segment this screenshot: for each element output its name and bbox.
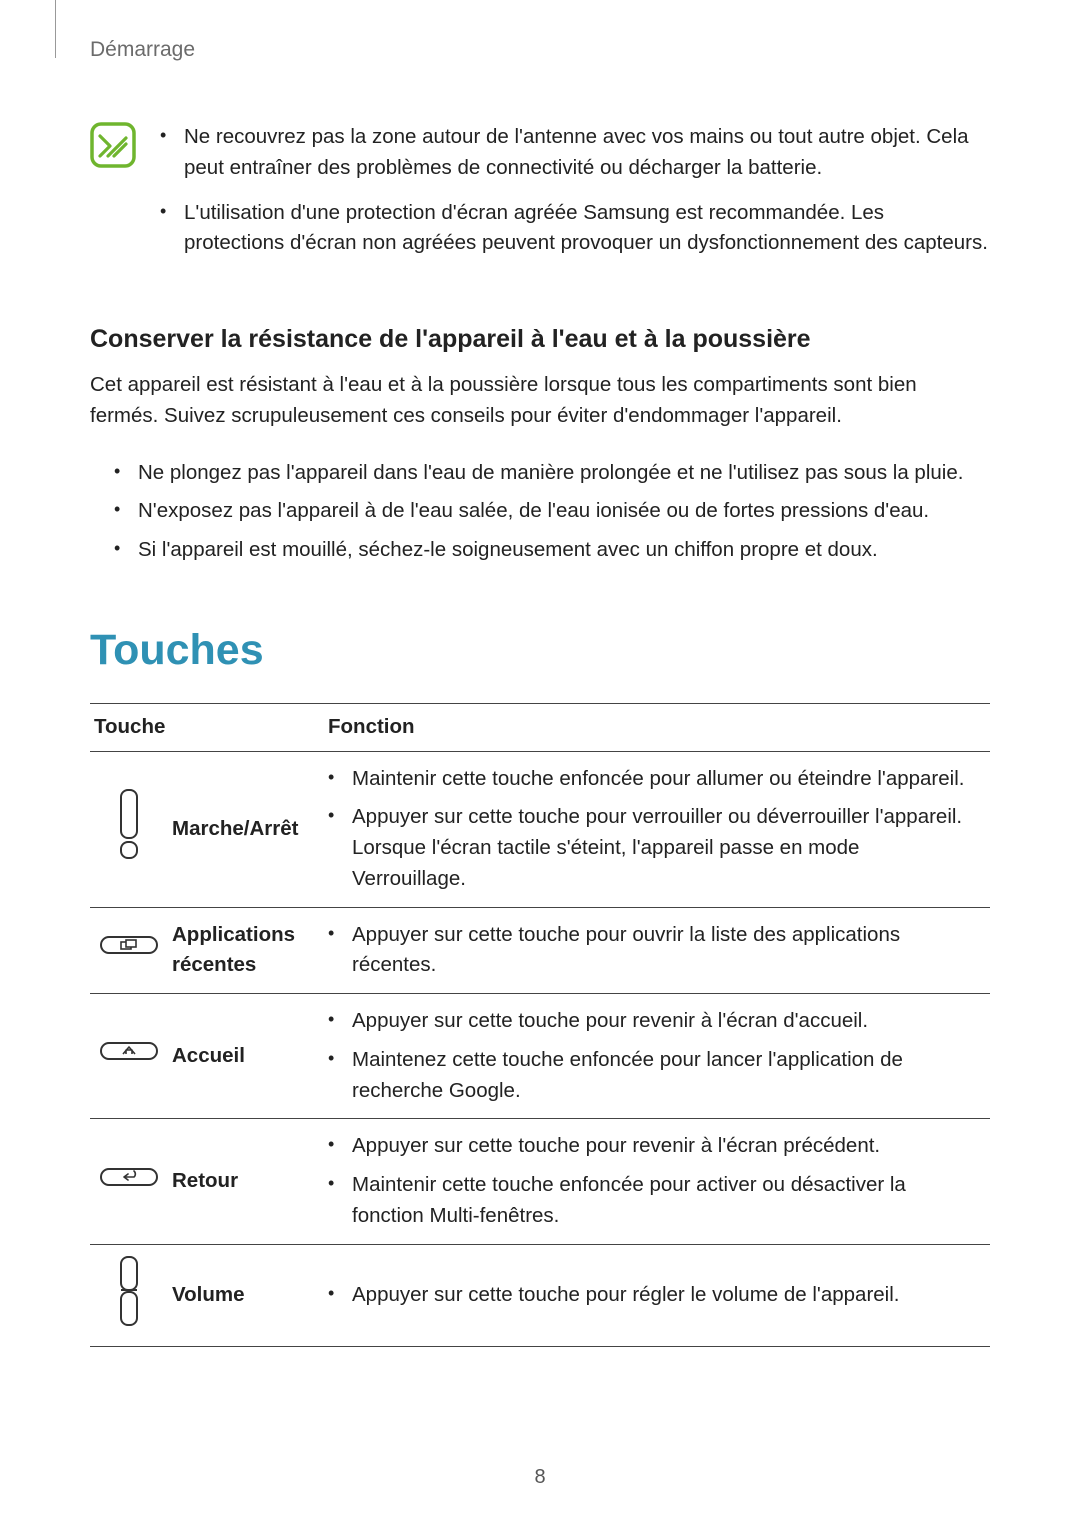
power-key-icon <box>115 842 143 865</box>
note-list: Ne recouvrez pas la zone autour de l'ant… <box>160 122 990 273</box>
key-functions: Appuyer sur cette touche pour ouvrir la … <box>324 907 990 994</box>
key-functions: Appuyer sur cette touche pour régler le … <box>324 1244 990 1347</box>
touches-table: Touche Fonction Marche/Arrêt <box>90 703 990 1348</box>
page-number: 8 <box>0 1466 1080 1489</box>
table-row: Volume Appuyer sur cette touche pour rég… <box>90 1244 990 1347</box>
key-functions: Maintenir cette touche enfoncée pour all… <box>324 751 990 907</box>
breadcrumb: Démarrage <box>90 38 990 62</box>
key-label: Applications récentes <box>168 907 324 994</box>
section-intro: Cet appareil est résistant à l'eau et à … <box>90 370 990 432</box>
fn-item: Appuyer sur cette touche pour régler le … <box>328 1280 978 1311</box>
table-row: Retour Appuyer sur cette touche pour rev… <box>90 1119 990 1244</box>
key-label: Volume <box>168 1244 324 1347</box>
key-icon-cell <box>90 1244 168 1347</box>
section-bullets: Ne plongez pas l'appareil dans l'eau de … <box>90 458 990 566</box>
page: Démarrage Ne recouvrez pas la zone autou… <box>0 0 1080 1527</box>
table-row: Applications récentes Appuyer sur cette … <box>90 907 990 994</box>
key-functions: Appuyer sur cette touche pour revenir à … <box>324 994 990 1119</box>
touches-title: Touches <box>90 626 990 675</box>
key-label: Marche/Arrêt <box>168 751 324 907</box>
home-key-icon <box>99 1045 159 1068</box>
key-icon-cell <box>90 1119 168 1244</box>
key-icon-cell <box>90 994 168 1119</box>
note-item: L'utilisation d'une protection d'écran a… <box>160 198 990 260</box>
fn-item: Maintenir cette touche enfoncée pour act… <box>328 1170 978 1232</box>
section-heading: Conserver la résistance de l'appareil à … <box>90 325 990 354</box>
key-label: Retour <box>168 1119 324 1244</box>
table-row: Marche/Arrêt Maintenir cette touche enfo… <box>90 751 990 907</box>
fn-item: Appuyer sur cette touche pour ouvrir la … <box>328 920 978 982</box>
bullet-item: Si l'appareil est mouillé, séchez-le soi… <box>114 535 990 566</box>
bullet-item: N'exposez pas l'appareil à de l'eau salé… <box>114 496 990 527</box>
key-label: Accueil <box>168 994 324 1119</box>
fn-item: Maintenir cette touche enfoncée pour all… <box>328 764 978 795</box>
fn-item: Appuyer sur cette touche pour revenir à … <box>328 1006 978 1037</box>
recent-apps-key-icon <box>99 939 159 962</box>
left-margin-rule <box>55 0 56 58</box>
table-header-row: Touche Fonction <box>90 703 990 751</box>
key-functions: Appuyer sur cette touche pour revenir à … <box>324 1119 990 1244</box>
note-block: Ne recouvrez pas la zone autour de l'ant… <box>90 122 990 273</box>
fn-item: Maintenez cette touche enfoncée pour lan… <box>328 1045 978 1107</box>
key-icon-cell <box>90 907 168 994</box>
table-row: Accueil Appuyer sur cette touche pour re… <box>90 994 990 1119</box>
volume-key-icon <box>115 1309 143 1332</box>
note-icon <box>90 122 136 173</box>
key-icon-cell <box>90 751 168 907</box>
bullet-item: Ne plongez pas l'appareil dans l'eau de … <box>114 458 990 489</box>
col-fonction: Fonction <box>324 703 990 751</box>
fn-item: Appuyer sur cette touche pour revenir à … <box>328 1131 978 1162</box>
col-touche: Touche <box>90 703 324 751</box>
fn-item: Appuyer sur cette touche pour verrouille… <box>328 802 978 894</box>
back-key-icon <box>99 1171 159 1194</box>
note-item: Ne recouvrez pas la zone autour de l'ant… <box>160 122 990 184</box>
